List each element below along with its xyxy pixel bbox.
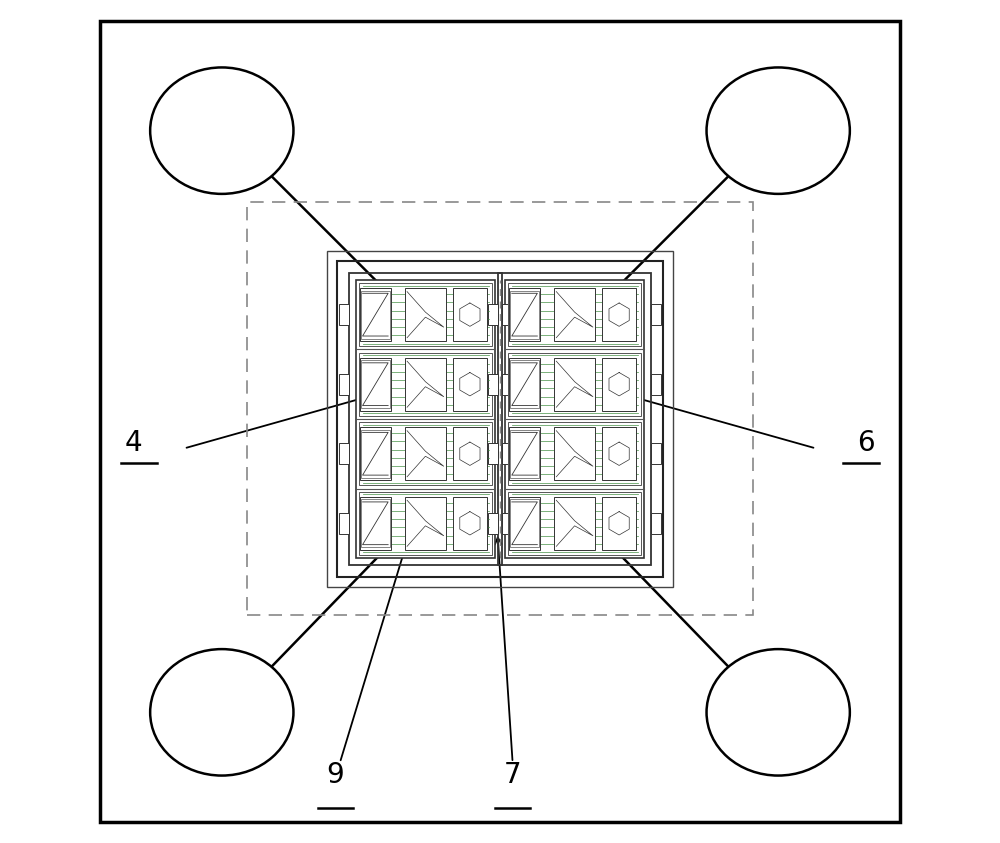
Bar xyxy=(327,251,673,587)
Bar xyxy=(554,497,595,550)
Bar xyxy=(360,427,391,481)
Bar xyxy=(360,497,391,550)
Bar xyxy=(502,304,512,325)
Bar xyxy=(453,427,487,481)
Ellipse shape xyxy=(707,649,850,776)
Bar xyxy=(509,427,540,481)
Bar xyxy=(349,273,502,565)
Bar xyxy=(360,288,391,341)
Bar xyxy=(339,304,349,325)
Bar xyxy=(405,357,446,411)
Bar xyxy=(508,422,641,486)
Bar xyxy=(554,288,595,341)
Bar xyxy=(453,497,487,550)
Bar xyxy=(510,430,539,478)
Ellipse shape xyxy=(707,67,850,194)
Bar xyxy=(602,357,636,411)
Bar xyxy=(510,499,539,547)
Text: 4: 4 xyxy=(125,428,142,457)
Bar xyxy=(453,357,487,411)
Bar xyxy=(337,261,663,577)
Bar xyxy=(405,288,446,341)
Bar xyxy=(498,273,651,565)
Bar xyxy=(339,443,349,464)
Bar xyxy=(509,288,540,341)
Bar xyxy=(359,422,492,486)
Bar xyxy=(502,373,512,395)
Bar xyxy=(508,492,641,555)
Bar xyxy=(510,291,539,339)
Bar xyxy=(453,288,487,341)
Ellipse shape xyxy=(150,67,293,194)
Bar xyxy=(361,360,390,408)
Text: 7: 7 xyxy=(504,761,521,789)
Bar xyxy=(510,360,539,408)
Bar xyxy=(361,291,390,339)
Bar xyxy=(602,497,636,550)
Bar xyxy=(356,280,495,558)
Bar xyxy=(509,497,540,550)
Bar xyxy=(602,288,636,341)
Bar xyxy=(651,513,661,534)
Bar xyxy=(488,443,498,464)
Bar xyxy=(359,283,492,346)
Bar xyxy=(508,352,641,416)
Bar xyxy=(508,283,641,346)
Bar xyxy=(602,427,636,481)
Bar xyxy=(360,357,391,411)
Bar xyxy=(651,443,661,464)
Bar xyxy=(488,373,498,395)
Bar xyxy=(554,427,595,481)
Bar xyxy=(405,497,446,550)
Bar xyxy=(359,352,492,416)
Bar xyxy=(502,443,512,464)
Bar xyxy=(339,373,349,395)
Bar xyxy=(405,427,446,481)
Bar xyxy=(361,430,390,478)
Bar xyxy=(247,202,753,615)
Ellipse shape xyxy=(150,649,293,776)
Text: 9: 9 xyxy=(327,761,344,789)
Bar xyxy=(359,492,492,555)
Bar xyxy=(502,513,512,534)
Bar xyxy=(651,304,661,325)
Bar xyxy=(505,280,644,558)
Bar xyxy=(554,357,595,411)
Bar xyxy=(339,513,349,534)
Text: 6: 6 xyxy=(858,428,875,457)
Bar xyxy=(509,357,540,411)
Bar xyxy=(651,373,661,395)
Bar xyxy=(361,499,390,547)
Bar xyxy=(488,513,498,534)
Bar xyxy=(488,304,498,325)
